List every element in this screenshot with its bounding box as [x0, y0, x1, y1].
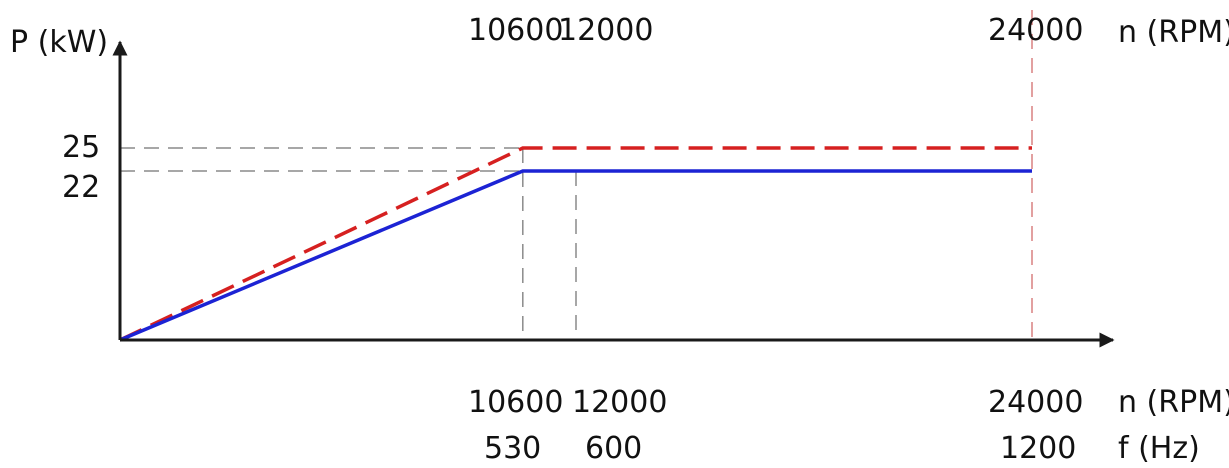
bottom-hz-label: f (Hz): [1118, 431, 1200, 466]
bottom-rpm-tick-12000: 12000: [572, 385, 667, 420]
top-tick-10600: 10600: [468, 13, 563, 48]
bottom-rpm-label: n (RPM): [1118, 385, 1229, 420]
top-tick-24000: 24000: [988, 13, 1083, 48]
y-tick-22: 22: [62, 170, 100, 205]
bottom-hz-tick-1200: 1200: [1000, 431, 1076, 466]
top-tick-12000: 12000: [558, 13, 653, 48]
top-axis-label: n (RPM): [1118, 15, 1229, 50]
series-lines: [119, 146, 1032, 342]
y-tick-25: 25: [62, 130, 100, 165]
series-line-1: [119, 169, 1032, 342]
y-axis-label: P (kW): [10, 25, 108, 60]
bottom-hz-tick-600: 600: [585, 431, 642, 466]
guide-lines: [120, 10, 1033, 340]
bottom-hz-tick-530: 530: [484, 431, 541, 466]
bottom-rpm-tick-24000: 24000: [988, 385, 1083, 420]
series-line-0: [119, 146, 1032, 342]
bottom-rpm-tick-10600: 10600: [468, 385, 563, 420]
